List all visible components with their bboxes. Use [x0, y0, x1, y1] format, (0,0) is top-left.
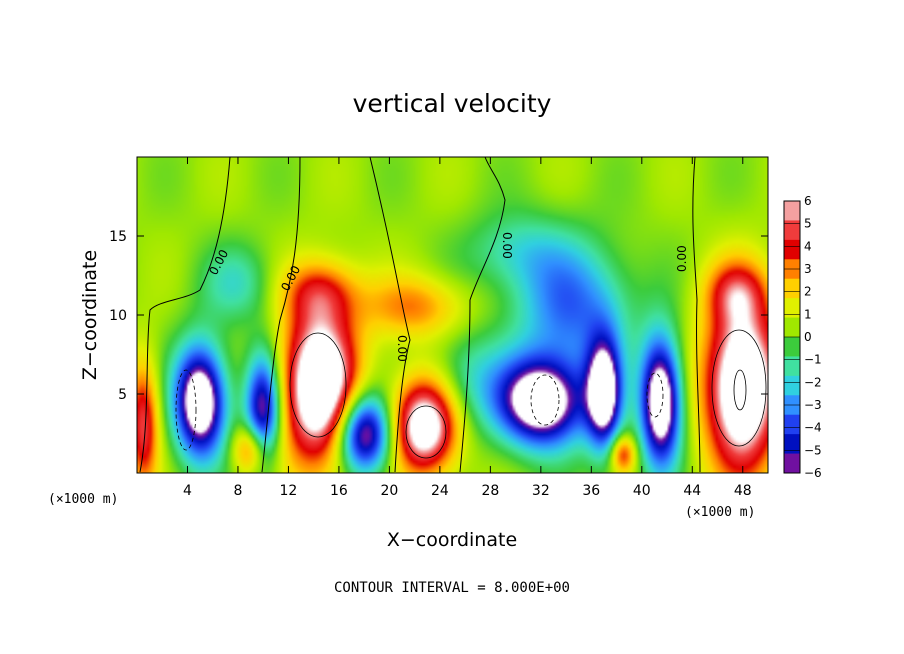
- colorbar-swatch-8: [784, 356, 800, 377]
- x-tick-label-6: 28: [481, 483, 499, 499]
- colorbar-swatch-1: [784, 220, 800, 241]
- plume-core-contour-3: [711, 329, 767, 447]
- plume-inner-contour: [733, 369, 747, 411]
- x-tick-label-0: 4: [183, 483, 192, 499]
- x-axis-label: X−coordinate: [387, 529, 517, 551]
- downdraft-contour-3: [646, 372, 664, 418]
- colorbar-label-8: −2: [804, 375, 822, 389]
- x-tick-label-11: 48: [734, 483, 752, 499]
- x-tick-label-1: 8: [233, 483, 242, 499]
- colorbar-label-10: −4: [804, 421, 822, 435]
- zero-contour-left: [139, 157, 231, 473]
- x-tick-label-8: 36: [582, 483, 600, 499]
- zero-contour-right: [692, 157, 701, 473]
- colorbar-label-2: 4: [804, 239, 812, 253]
- y-tick-label-2: 15: [109, 229, 127, 245]
- colorbar-label-0: 6: [804, 194, 812, 208]
- contour-lines: [139, 157, 767, 473]
- zero-contour-mid-left: [261, 157, 301, 473]
- contour-interval-note: CONTOUR INTERVAL = 8.000E+00: [334, 580, 570, 596]
- colorbar-label-3: 3: [804, 262, 812, 276]
- x-tick-label-4: 20: [380, 483, 398, 499]
- colorbar-swatch-7: [784, 337, 800, 357]
- x-tick-label-2: 12: [280, 483, 298, 499]
- downdraft-contour-2: [530, 374, 560, 426]
- colorbar-label-7: −1: [804, 353, 822, 367]
- plume-core-contour-1: [289, 332, 347, 438]
- x-axis-unit-left: (×1000 m): [48, 492, 118, 507]
- downdraft-contour-1: [175, 369, 197, 451]
- colorbar-swatch-13: [784, 453, 800, 474]
- x-tick-label-7: 32: [532, 483, 550, 499]
- heatmap-field: [137, 157, 768, 473]
- plot-area: 0.00 0.00 0.00 0.00 0.00: [136, 156, 769, 474]
- x-tick-label-5: 24: [431, 483, 449, 499]
- y-tick-label-1: 10: [109, 308, 127, 324]
- colorbar-label-11: −5: [804, 443, 822, 457]
- chart-title: vertical velocity: [353, 89, 552, 118]
- colorbar-swatch-6: [784, 317, 800, 338]
- zero-contour-mid-right: [459, 157, 506, 473]
- colorbar-label-1: 5: [804, 217, 812, 231]
- colorbar-swatch-9: [784, 375, 800, 396]
- colorbar-swatch-4: [784, 278, 800, 299]
- colorbar-label-4: 2: [804, 285, 812, 299]
- contour-label-3: 0.00: [395, 335, 409, 362]
- colorbar-label-6: 0: [804, 330, 812, 344]
- colorbar-swatch-2: [784, 239, 800, 260]
- x-axis-unit-right: (×1000 m): [685, 505, 755, 520]
- colorbar-label-9: −3: [804, 398, 822, 412]
- y-axis: 5 10 15: [109, 229, 768, 403]
- x-tick-label-9: 40: [633, 483, 651, 499]
- x-tick-label-3: 16: [330, 483, 348, 499]
- colorbar-swatch-12: [784, 434, 800, 455]
- zero-contour-mid: [369, 157, 411, 473]
- colorbar-swatch-0: [784, 201, 800, 221]
- colorbar-swatch-11: [784, 414, 800, 435]
- x-tick-label-10: 44: [683, 483, 701, 499]
- colorbar-label-12: −6: [804, 466, 822, 480]
- contour-label-4: 0.00: [500, 232, 514, 259]
- contour-label-5: 0.00: [675, 245, 689, 272]
- y-tick-label-0: 5: [118, 387, 127, 403]
- colorbar-swatch-5: [784, 298, 800, 319]
- y-axis-label: Z−coordinate: [79, 250, 101, 380]
- plume-core-contour-2: [405, 405, 447, 459]
- colorbar-label-5: 1: [804, 307, 812, 321]
- colorbar: 6 5 4 3 2 1 0 −1 −2 −3 −4 −5 −6: [783, 194, 822, 480]
- x-axis: 4 8 12 16 20 24 28 32 36 40 44 48: [183, 157, 752, 499]
